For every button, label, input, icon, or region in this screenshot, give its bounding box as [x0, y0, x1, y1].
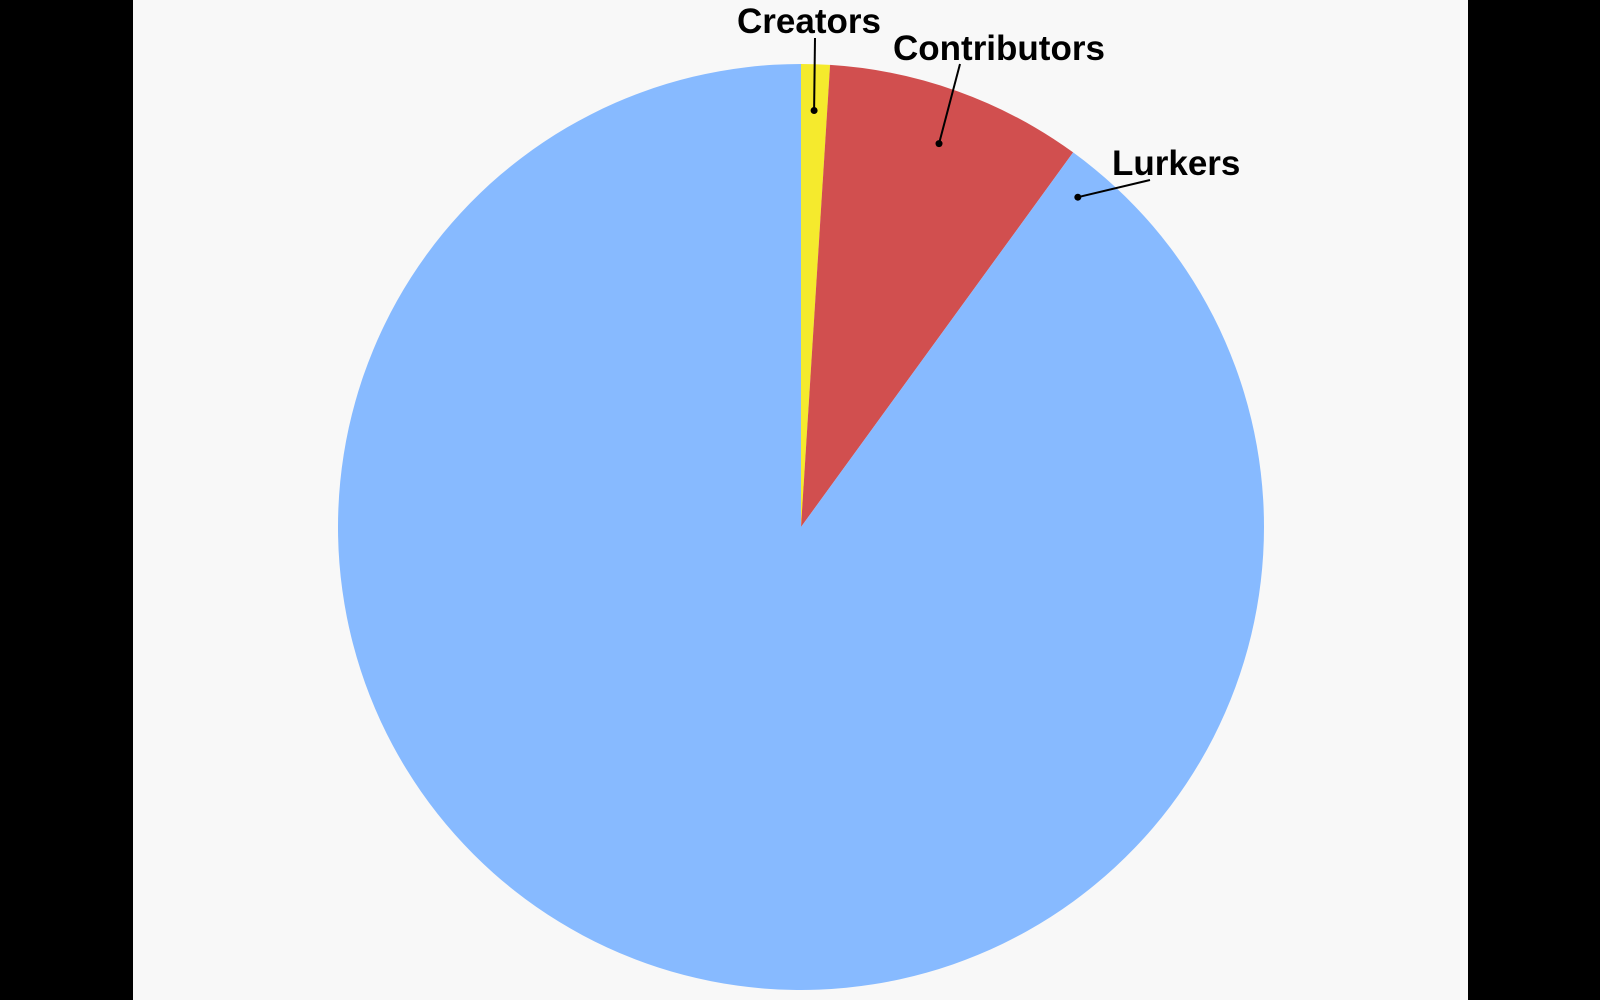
- leader-dot-lurkers: [1074, 193, 1082, 201]
- slice-labels: Creators Contributors Lurkers: [737, 2, 1240, 183]
- slice-label-creators: Creators: [737, 2, 881, 41]
- leader-dot-contributors: [935, 140, 943, 148]
- label-leaders: [810, 37, 1151, 201]
- pie-slices: [337, 64, 1264, 990]
- leader-dot-creators: [810, 107, 818, 115]
- pie-slice-lurkers: [337, 64, 1264, 990]
- leader-line-contributors: [938, 63, 961, 144]
- slice-label-lurkers: Lurkers: [1112, 144, 1240, 183]
- pie-slice-contributors: [801, 64, 1074, 527]
- pie-slice-creators: [801, 64, 831, 527]
- leader-line-creators: [813, 37, 816, 111]
- leader-line-lurkers: [1077, 179, 1151, 199]
- slice-label-contributors: Contributors: [893, 29, 1105, 68]
